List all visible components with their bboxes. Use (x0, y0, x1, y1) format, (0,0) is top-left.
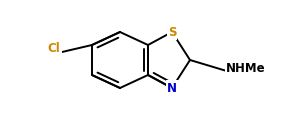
Text: N: N (167, 82, 177, 95)
Text: S: S (168, 26, 176, 38)
Text: NHMe: NHMe (226, 63, 266, 76)
Text: Cl: Cl (48, 42, 60, 56)
